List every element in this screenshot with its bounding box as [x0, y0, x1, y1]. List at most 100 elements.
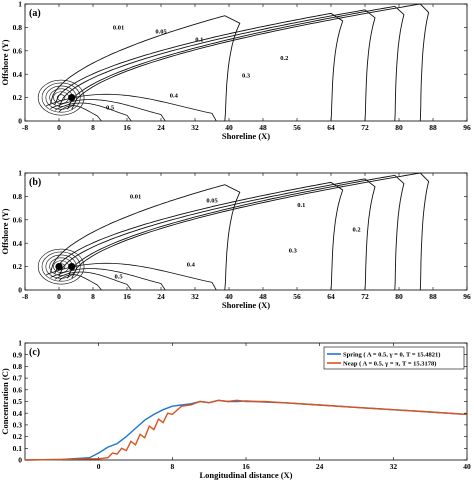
y-tick-label: 1 [18, 169, 22, 178]
y-tick-label: 0.2 [13, 93, 23, 102]
legend-entry: Spring ( A = 0.5, γ = 0, T = 15.4821) [343, 351, 440, 358]
y-tick-label: 0 [18, 286, 22, 295]
contour-label: 0.2 [352, 227, 360, 234]
y-tick-label: 1 [18, 339, 22, 348]
contour-loop [45, 254, 77, 279]
x-tick-label: 0 [57, 292, 61, 301]
contour-label: 0.4 [187, 262, 196, 269]
legend-entry: Neap ( A = 0.5, γ = π, T = 15.3178) [343, 360, 436, 367]
plot-frame [24, 3, 468, 122]
y-tick-label: 0.6 [13, 46, 23, 55]
x-tick-label: 40 [463, 462, 471, 471]
contour-loop [45, 85, 77, 110]
x-tick-label: 8 [91, 292, 95, 301]
x-tick-label: 0 [57, 123, 61, 132]
x-tick-label: 16 [242, 462, 250, 471]
x-tick-label: 96 [463, 123, 471, 132]
x-tick-label: 8 [91, 123, 95, 132]
x-tick-label: 80 [395, 123, 403, 132]
x-tick-label: 40 [225, 123, 233, 132]
x-axis-label: Longitudinal distance (X) [199, 470, 292, 480]
x-tick-label: 96 [463, 292, 471, 301]
contour-loop [41, 82, 81, 113]
source-point [68, 94, 76, 102]
panel-label: (c) [29, 347, 40, 358]
contour-label: 0.5 [114, 273, 123, 280]
y-tick-label: 0.4 [13, 409, 23, 418]
contour-label: 0.1 [195, 36, 203, 43]
panel-label: (b) [29, 177, 41, 188]
contour-loop [41, 251, 81, 282]
y-tick-label: 0.4 [13, 239, 23, 248]
y-tick-label: 0.3 [13, 421, 23, 430]
panel-1: -8 0 8 16 24 32 40 48 56 64 72 80 88 9600.20.40.60.81… [0, 0, 471, 141]
contour-line [58, 274, 102, 291]
contour-loop [56, 94, 66, 101]
y-tick-label: 0.8 [13, 192, 23, 201]
series-line-neap [24, 399, 468, 461]
x-tick-label: 48 [259, 123, 267, 132]
y-tick-label: 0.9 [13, 350, 23, 359]
contour-line [50, 99, 166, 122]
source-point [68, 263, 76, 271]
x-tick-label: 16 [123, 123, 131, 132]
y-tick-label: 0.7 [13, 374, 23, 383]
panel-label: (a) [29, 8, 41, 19]
x-tick-label: 24 [157, 292, 165, 301]
x-tick-label: 64 [327, 123, 335, 132]
x-tick-label: 88 [429, 292, 437, 301]
y-tick-label: 0.5 [13, 397, 23, 406]
x-tick-label: 8 [170, 462, 174, 471]
legend: Spring ( A = 0.5, γ = 0, T = 15.4821) Nea… [323, 346, 465, 370]
contour-label: 0.05 [155, 28, 167, 35]
x-tick-label: 32 [390, 462, 398, 471]
x-axis-label: Shoreline (X) [222, 131, 270, 141]
x-tick-label: 16 [123, 292, 131, 301]
contour-label: 0.5 [106, 104, 115, 111]
y-tick-label: 1 [18, 0, 22, 9]
y-tick-label: 0 [18, 456, 22, 465]
source-point [55, 263, 63, 271]
contour-line [50, 184, 241, 291]
y-tick-label: 0 [18, 117, 22, 126]
contour-line [50, 268, 166, 291]
contour-label: 0.3 [242, 73, 251, 80]
contour-loop [37, 79, 85, 116]
contour-line [71, 3, 430, 122]
contour-line [54, 12, 344, 122]
x-tick-label: -8 [22, 123, 28, 132]
x-tick-label: 32 [191, 292, 199, 301]
contour-line [71, 172, 430, 291]
y-tick-label: 0.6 [13, 215, 23, 224]
panel-3: 0 8 16 24 32 40 0 0.1 0.2 0.3 0.4 0.5 0.6 0.7 0.8 0.9 1 L… [0, 339, 471, 480]
y-tick-label: 0.4 [13, 70, 23, 79]
y-axis-label: Concentration (C) [0, 368, 10, 435]
x-tick-label: 64 [327, 292, 335, 301]
y-axis-label: Offshore (Y) [0, 208, 10, 254]
x-tick-label: 88 [429, 123, 437, 132]
x-tick-label: 56 [293, 123, 301, 132]
contour-label: 0.4 [170, 93, 179, 100]
x-tick-label: 48 [259, 292, 267, 301]
x-tick-label: 0 [97, 462, 101, 471]
contour-line [67, 5, 405, 122]
contour-label: 0.2 [280, 55, 288, 62]
contour-line [58, 105, 102, 122]
contour-loop [37, 248, 85, 285]
y-axis-label: Offshore (Y) [0, 39, 10, 85]
contour-label: 0.01 [113, 25, 124, 32]
y-tick-label: 0.8 [13, 23, 23, 32]
contour-line [58, 178, 376, 291]
contour-label: 0.05 [206, 197, 218, 204]
contour-line [54, 181, 344, 291]
x-axis-label: Shoreline (X) [222, 300, 270, 310]
contour-label: 0.01 [130, 194, 141, 201]
x-tick-label: 72 [361, 123, 369, 132]
y-tick-label: 0.2 [13, 262, 23, 271]
y-tick-label: 0.2 [13, 432, 23, 441]
contour-line [67, 174, 405, 291]
y-tick-label: 0.6 [13, 385, 23, 394]
x-tick-label: 40 [225, 292, 233, 301]
y-tick-label: 0.1 [13, 444, 23, 453]
